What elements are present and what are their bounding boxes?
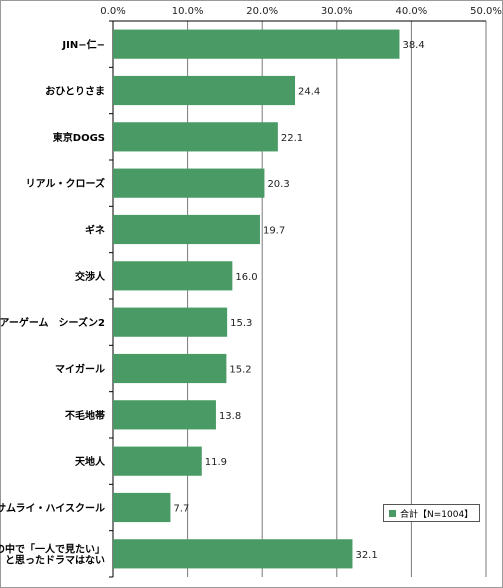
category-label: この中で「一人で見たい」 [0, 542, 105, 555]
category-label: JIN−仁− [61, 38, 105, 51]
category-label: ギネ [85, 224, 105, 237]
bar [113, 539, 353, 569]
x-tick-label: 40.0% [396, 6, 428, 17]
data-label: 38.4 [402, 40, 424, 51]
x-tick-label: 30.0% [321, 6, 353, 17]
bar [113, 75, 296, 106]
data-label: 13.8 [219, 411, 241, 422]
legend-swatch [389, 509, 396, 517]
bar [113, 446, 202, 476]
data-label: 32.1 [355, 550, 377, 561]
bar [113, 29, 400, 59]
data-label: 22.1 [281, 133, 303, 144]
data-label: 20.3 [267, 179, 289, 190]
bar [113, 400, 216, 430]
x-tick-label: 10.0% [172, 6, 204, 17]
bar [113, 168, 265, 198]
category-label: サムライ・ハイスクール [0, 503, 105, 515]
data-label: 15.2 [229, 365, 251, 376]
data-label: 7.7 [173, 504, 189, 515]
x-tick-label: 0.0% [100, 6, 125, 17]
bar [113, 353, 227, 384]
category-label: ライアーゲーム シーズン2 [0, 316, 105, 329]
legend-label: 合計【N=1004】 [400, 509, 474, 520]
category-label: おひとりさま [45, 86, 105, 98]
bar [113, 122, 278, 152]
data-label: 11.9 [205, 457, 227, 468]
data-label: 19.7 [263, 226, 285, 237]
category-label: リアル・クローズ [26, 177, 105, 190]
category-label: と思ったドラマはない [5, 554, 105, 566]
data-label: 24.4 [298, 87, 320, 98]
category-label: 天地人 [75, 455, 106, 468]
bar [113, 214, 260, 245]
bar [113, 307, 228, 337]
chart-legend: 合計【N=1004】 [383, 504, 480, 522]
category-label: マイガール [55, 363, 105, 376]
x-tick-label: 50.0% [470, 6, 502, 17]
bar [113, 492, 171, 523]
category-label: 東京DOGS [53, 131, 105, 144]
data-label: 15.3 [230, 318, 252, 329]
category-label: 不毛地帯 [65, 409, 105, 422]
category-label: 交渉人 [75, 270, 106, 283]
data-label: 16.0 [235, 272, 257, 283]
bar [113, 261, 233, 291]
x-tick-label: 20.0% [246, 6, 278, 17]
